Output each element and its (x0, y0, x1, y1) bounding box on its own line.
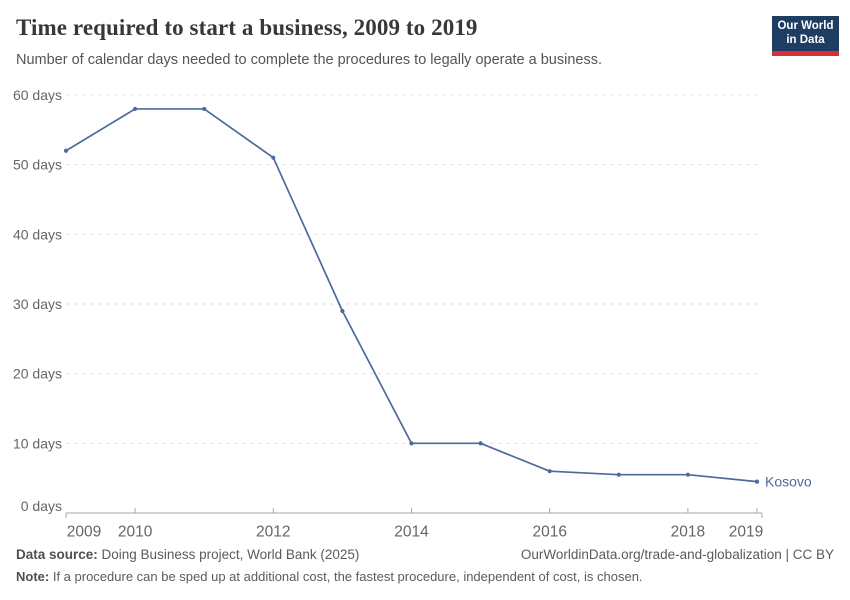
line-chart-canvas[interactable]: 0 days 10 days 20 days 30 days 40 days 50 day… (0, 0, 850, 545)
data-point-kosovo-2019[interactable] (754, 479, 760, 484)
y-tick-label-40: 40 days (13, 226, 62, 242)
data-point-kosovo-2016[interactable] (547, 469, 552, 474)
x-tick-label-2016: 2016 (532, 523, 566, 540)
data-point-kosovo-2015[interactable] (478, 441, 483, 446)
x-tick-label-2019: 2019 (729, 523, 763, 540)
data-source-text: Data source: Doing Business project, Wor… (16, 547, 360, 562)
series-end-label-kosovo[interactable]: Kosovo (765, 474, 812, 490)
owid-logo-line1: Our World (777, 20, 834, 32)
data-point-kosovo-2018[interactable] (685, 472, 691, 477)
x-tick-label-2014: 2014 (394, 523, 429, 540)
owid-license-link[interactable]: OurWorldinData.org/trade-and-globalizati… (520, 547, 834, 562)
y-tick-label-50: 50 days (13, 157, 62, 173)
chart-subtitle: Number of calendar days needed to comple… (16, 52, 602, 68)
y-tick-label-20: 20 days (13, 366, 62, 382)
data-point-kosovo-2014[interactable] (409, 441, 414, 446)
y-tick-label-30: 30 days (13, 296, 62, 312)
footer-source-row: Data source: Doing Business project, Wor… (16, 547, 834, 562)
data-source-label: Data source: (16, 547, 98, 562)
x-tick-label-2009: 2009 (67, 523, 101, 540)
data-point-kosovo-2017[interactable] (616, 472, 621, 477)
data-point-kosovo-2013[interactable] (340, 308, 345, 314)
y-tick-label-60: 60 days (13, 87, 62, 103)
footer-note: Note: If a procedure can be sped up at a… (16, 569, 643, 584)
owid-logo[interactable]: Our World in Data (772, 16, 839, 56)
note-label: Note: (16, 569, 50, 584)
x-tick-label-2012: 2012 (256, 523, 290, 540)
x-tick-label-2010: 2010 (118, 523, 153, 540)
data-point-kosovo-2012[interactable] (271, 155, 276, 160)
page-title: Time required to start a business, 2009 … (16, 15, 478, 40)
data-point-kosovo-2010[interactable] (133, 106, 138, 112)
y-tick-label-0: 0 days (21, 498, 62, 514)
data-point-kosovo-2011[interactable] (202, 106, 207, 112)
x-tick-label-2018: 2018 (671, 523, 705, 540)
data-point-kosovo-2009[interactable] (63, 148, 69, 153)
owid-logo-line2: in Data (786, 33, 825, 46)
y-tick-label-10: 10 days (13, 435, 62, 451)
